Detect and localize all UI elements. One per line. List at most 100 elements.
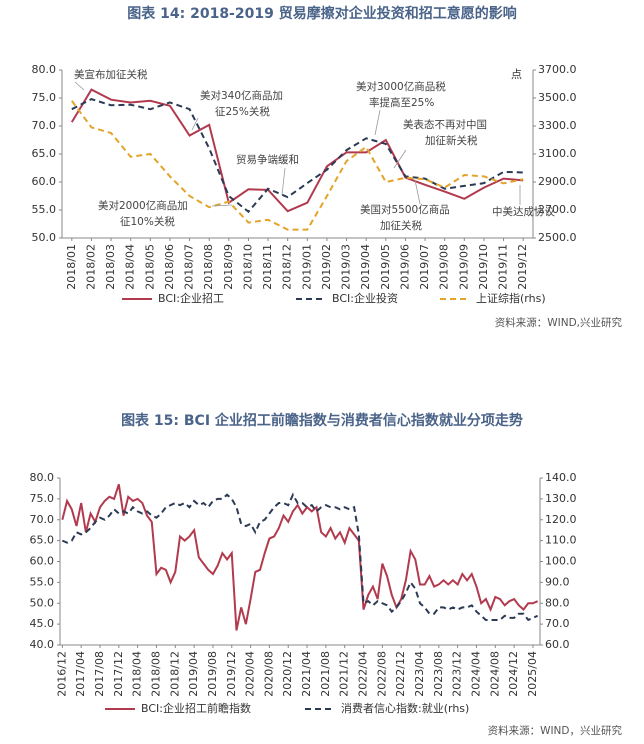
x-tick-label: 2019/12 xyxy=(516,244,529,290)
y-tick-label: 55.0 xyxy=(30,575,55,588)
annotation: 加征关税 xyxy=(380,219,422,232)
y-tick-label: 80.0 xyxy=(545,596,570,609)
y-tick-label: 70.0 xyxy=(30,513,55,526)
x-tick-label: 2024/04 xyxy=(469,651,482,697)
x-tick-label: 2019/06 xyxy=(398,244,411,290)
x-tick-label: 2018/12 xyxy=(281,244,294,290)
x-tick-label: 2018/08 xyxy=(202,244,215,290)
x-tick-label: 2019/08 xyxy=(206,651,219,697)
x-tick-label: 2019/03 xyxy=(340,244,353,290)
x-tick-label: 2021/12 xyxy=(338,651,351,697)
x-tick-label: 2020/12 xyxy=(281,651,294,697)
x-tick-label: 2018/06 xyxy=(163,244,176,290)
y-tick-label: 65.0 xyxy=(30,534,55,547)
x-tick-label: 2018/02 xyxy=(84,244,97,290)
x-tick-label: 2023/08 xyxy=(432,651,445,697)
x-tick-label: 2019/10 xyxy=(477,244,490,290)
x-tick-label: 2025/04 xyxy=(526,651,539,697)
y-tick-label: 110.0 xyxy=(545,534,577,547)
legend-label: BCI:企业投资 xyxy=(332,291,398,305)
x-tick-label: 2023/12 xyxy=(451,651,464,697)
x-tick-label: 2018/03 xyxy=(104,244,117,290)
y-tick-label: 3100.0 xyxy=(538,147,577,160)
annotation-leader xyxy=(191,117,199,131)
y-tick-label: 40.0 xyxy=(30,638,55,651)
series-line xyxy=(71,100,524,231)
x-tick-label: 2019/07 xyxy=(418,244,431,290)
y-tick-label: 45.0 xyxy=(30,617,55,630)
x-tick-label: 2024/12 xyxy=(507,651,520,697)
y-tick-label: 80.0 xyxy=(32,63,57,76)
x-tick-label: 2019/09 xyxy=(457,244,470,290)
x-tick-label: 2019/02 xyxy=(320,244,333,290)
y-tick-label: 55.0 xyxy=(32,203,57,216)
annotation: 加征新关税 xyxy=(425,134,478,147)
x-tick-label: 2018/04 xyxy=(131,651,144,697)
source-note: 资料来源：WIND，兴业研究 xyxy=(488,724,623,737)
annotation: 中美达成协议 xyxy=(492,205,555,218)
y-tick-label: 2700.0 xyxy=(538,203,577,216)
y-tick-label: 2500.0 xyxy=(538,231,577,244)
y-tick-label: 120.0 xyxy=(545,513,577,526)
x-tick-label: 2018/01 xyxy=(65,244,78,290)
x-tick-label: 2022/08 xyxy=(375,651,388,697)
x-tick-label: 2017/12 xyxy=(112,651,125,697)
y-tick-label: 60.0 xyxy=(32,175,57,188)
x-tick-label: 2019/04 xyxy=(359,244,372,290)
legend-label: 上证综指(rhs) xyxy=(476,291,546,305)
y-tick-label: 3500.0 xyxy=(538,91,577,104)
x-tick-label: 2019/05 xyxy=(379,244,392,290)
y2-unit: 点 xyxy=(511,68,522,81)
y-tick-label: 3700.0 xyxy=(538,63,577,76)
chart-title: 图表 15: BCI 企业招工前瞻指数与消费者信心指数就业分项走势 xyxy=(121,412,523,429)
x-tick-label: 2017/04 xyxy=(74,651,87,697)
annotation: 美对340亿商品加 xyxy=(200,89,283,102)
y-tick-label: 2900.0 xyxy=(538,175,577,188)
y-tick-label: 50.0 xyxy=(32,231,57,244)
annotation: 美对3000亿商品税 xyxy=(356,80,446,93)
annotation: 贸易争端缓和 xyxy=(236,153,299,166)
x-tick-label: 2019/08 xyxy=(438,244,451,290)
x-tick-label: 2020/08 xyxy=(262,651,275,697)
x-tick-label: 2019/01 xyxy=(300,244,313,290)
y-tick-label: 50.0 xyxy=(30,596,55,609)
x-tick-label: 2020/04 xyxy=(244,651,257,697)
y-tick-label: 100.0 xyxy=(545,555,577,568)
x-tick-label: 2023/04 xyxy=(413,651,426,697)
y-tick-label: 60.0 xyxy=(30,555,55,568)
annotation: 美对2000亿商品加 xyxy=(98,199,188,212)
y-tick-label: 70.0 xyxy=(32,119,57,132)
y-tick-label: 80.0 xyxy=(30,471,55,484)
series-line xyxy=(61,492,539,622)
y-tick-label: 65.0 xyxy=(32,147,57,160)
x-tick-label: 2019/11 xyxy=(497,244,510,290)
y-tick-label: 60.0 xyxy=(545,638,570,651)
x-tick-label: 2018/09 xyxy=(222,244,235,290)
y-tick-label: 75.0 xyxy=(30,492,55,505)
legend-label: BCI:企业招工前瞻指数 xyxy=(141,701,251,715)
x-tick-label: 2024/08 xyxy=(488,651,501,697)
annotation: 率提高至25% xyxy=(369,96,434,109)
legend-label: BCI:企业招工 xyxy=(158,291,224,305)
x-tick-label: 2018/12 xyxy=(168,651,181,697)
x-tick-label: 2017/08 xyxy=(93,651,106,697)
annotation-leader xyxy=(211,204,233,207)
annotation: 美国对5500亿商品 xyxy=(360,203,450,216)
series-line xyxy=(61,483,539,631)
y-tick-label: 3300.0 xyxy=(538,119,577,132)
annotation-leader xyxy=(414,179,421,205)
x-tick-label: 2018/04 xyxy=(124,244,137,290)
y-tick-label: 75.0 xyxy=(32,91,57,104)
annotation: 征10%关税 xyxy=(120,215,175,228)
x-tick-label: 2021/04 xyxy=(300,651,313,697)
annotation-leader xyxy=(281,167,286,196)
x-tick-label: 2018/08 xyxy=(149,651,162,697)
y-tick-label: 70.0 xyxy=(545,617,570,630)
x-tick-label: 2018/05 xyxy=(143,244,156,290)
x-tick-label: 2022/12 xyxy=(394,651,407,697)
annotation-leader xyxy=(74,81,85,91)
annotation: 美宣布加征关税 xyxy=(74,68,148,81)
legend-label: 消费者信心指数:就业(rhs) xyxy=(341,701,469,715)
